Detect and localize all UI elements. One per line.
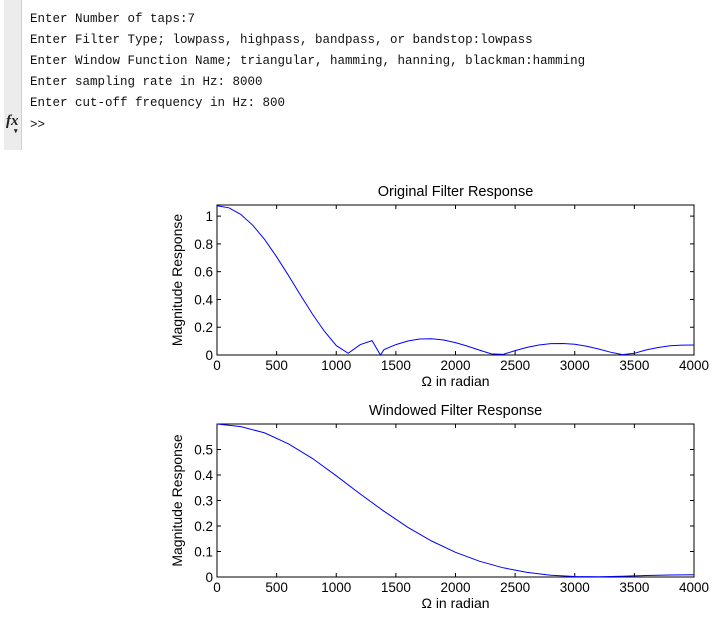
console-line: Enter sampling rate in Hz: 8000 xyxy=(30,75,263,89)
x-tick-label: 3500 xyxy=(619,580,649,595)
x-tick-label: 1500 xyxy=(381,358,411,373)
console-line: Enter cut-off frequency in Hz: 800 xyxy=(30,96,286,110)
chart-title: Original Filter Response xyxy=(378,184,534,200)
chart-title: Windowed Filter Response xyxy=(369,403,542,419)
console-line: Enter Window Function Name; triangular, … xyxy=(30,54,586,68)
plot-windowed-response: 0 500 1000 1500 2000 2500 3000 3500 4000 0 0.1 0.2 0… xyxy=(169,403,709,611)
x-tick-label: 4000 xyxy=(679,358,709,373)
console-line: Enter Number of taps:7 xyxy=(30,12,196,26)
fx-label: fx xyxy=(6,113,19,129)
x-tick-label: 1500 xyxy=(381,580,411,595)
x-tick-label: 1000 xyxy=(321,580,351,595)
y-tick-label: 0.4 xyxy=(194,292,213,307)
y-tick-label: 0 xyxy=(205,570,213,585)
y-tick-label: 0.4 xyxy=(194,468,213,483)
y-tick-label: 0 xyxy=(205,348,213,363)
series-line xyxy=(216,423,695,578)
x-tick-label: 3000 xyxy=(560,358,590,373)
x-tick-label: 1000 xyxy=(321,358,351,373)
x-tick-label: 0 xyxy=(213,358,221,373)
y-tick-label: 0.3 xyxy=(194,494,213,509)
x-tick-label: 2000 xyxy=(440,580,470,595)
function-browser-icon[interactable]: fx ▾ xyxy=(6,113,19,135)
y-tick-label: 0.2 xyxy=(194,519,213,534)
y-tick-label: 0.2 xyxy=(194,320,213,335)
x-tick-label: 4000 xyxy=(679,580,709,595)
x-tick-label: 500 xyxy=(265,358,288,373)
command-window: Enter Number of taps:7 Enter Filter Type… xyxy=(0,0,724,150)
y-tick-label: 0.1 xyxy=(194,545,213,560)
y-tick-label: 0.8 xyxy=(194,237,213,252)
x-axis-label: Ω in radian xyxy=(421,595,489,611)
command-gutter xyxy=(4,0,22,150)
axes-box xyxy=(216,423,695,578)
x-tick-label: 3500 xyxy=(619,358,649,373)
y-tick-label: 0.5 xyxy=(194,443,213,458)
x-tick-label: 3000 xyxy=(560,580,590,595)
x-tick-label: 0 xyxy=(213,580,221,595)
plot-original-response: 0 500 1000 1500 2000 2500 3000 3500 4000 0 0.2 0.4 0… xyxy=(169,184,709,389)
x-tick-label: 2500 xyxy=(500,358,530,373)
x-tick-label: 2500 xyxy=(500,580,530,595)
y-axis-label: Magnitude Response xyxy=(169,214,185,347)
axes-box xyxy=(216,204,695,356)
y-tick-label: 0.6 xyxy=(194,265,213,280)
command-prompt[interactable]: >> xyxy=(30,118,46,132)
y-tick-label: 1 xyxy=(205,209,213,224)
x-tick-label: 2000 xyxy=(440,358,470,373)
x-axis-label: Ω in radian xyxy=(421,373,489,389)
series-line xyxy=(216,205,695,356)
chevron-down-icon: ▾ xyxy=(14,127,18,135)
y-axis-label: Magnitude Response xyxy=(169,434,185,567)
x-tick-label: 500 xyxy=(265,580,288,595)
console-line: Enter Filter Type; lowpass, highpass, ba… xyxy=(30,33,533,47)
